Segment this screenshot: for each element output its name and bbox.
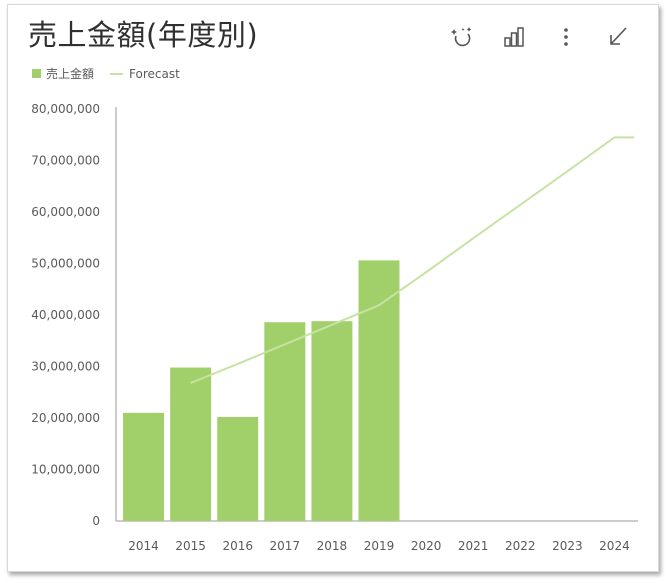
chart-toolbar <box>436 19 644 55</box>
x-tick-label: 2015 <box>175 539 206 553</box>
legend-label-forecast: Forecast <box>129 66 180 81</box>
y-tick-label: 50,000,000 <box>31 257 100 271</box>
bar-2015 <box>170 367 212 521</box>
legend-label-sales: 売上金額 <box>46 67 95 81</box>
x-tick-label: 2023 <box>552 539 583 553</box>
legend-swatch-sales <box>32 69 41 78</box>
x-tick-label: 2021 <box>458 539 489 553</box>
more-options-button[interactable] <box>540 19 592 55</box>
x-tick-label: 2020 <box>411 539 442 553</box>
bar-2014 <box>123 412 165 521</box>
collapse-arrow-icon <box>610 27 627 45</box>
insights-button[interactable] <box>436 19 488 55</box>
x-tick-label: 2022 <box>505 539 536 553</box>
y-tick-label: 70,000,000 <box>31 154 100 168</box>
x-tick-label: 2024 <box>599 539 630 553</box>
y-tick-label: 80,000,000 <box>31 102 100 116</box>
x-tick-label: 2016 <box>222 539 253 553</box>
bar-2019 <box>358 260 400 521</box>
bar-2018 <box>311 321 353 521</box>
chart-type-icon <box>504 27 524 47</box>
more-options-icon <box>564 28 568 46</box>
legend-swatch-forecast <box>110 72 124 75</box>
chart-legend: 売上金額 Forecast <box>32 65 196 82</box>
collapse-button[interactable] <box>592 19 644 55</box>
x-tick-label: 2018 <box>317 539 348 553</box>
x-tick-label: 2019 <box>364 539 395 553</box>
bar-2017 <box>264 322 306 521</box>
y-tick-label: 10,000,000 <box>31 463 100 477</box>
insights-icon <box>451 27 472 47</box>
y-tick-label: 30,000,000 <box>31 360 100 374</box>
legend-item-forecast[interactable]: Forecast <box>110 67 180 81</box>
chart-type-button[interactable] <box>488 19 540 55</box>
y-tick-label: 40,000,000 <box>31 308 100 322</box>
legend-item-sales[interactable]: 売上金額 <box>32 65 94 82</box>
x-tick-label: 2017 <box>270 539 301 553</box>
chart-title: 売上金額(年度別) <box>28 18 259 52</box>
bar-2016 <box>217 416 259 521</box>
forecast-line <box>190 136 635 384</box>
x-tick-label: 2014 <box>128 539 159 553</box>
y-tick-label: 60,000,000 <box>31 205 100 219</box>
y-tick-label: 0 <box>92 514 100 528</box>
y-tick-label: 20,000,000 <box>31 411 100 425</box>
